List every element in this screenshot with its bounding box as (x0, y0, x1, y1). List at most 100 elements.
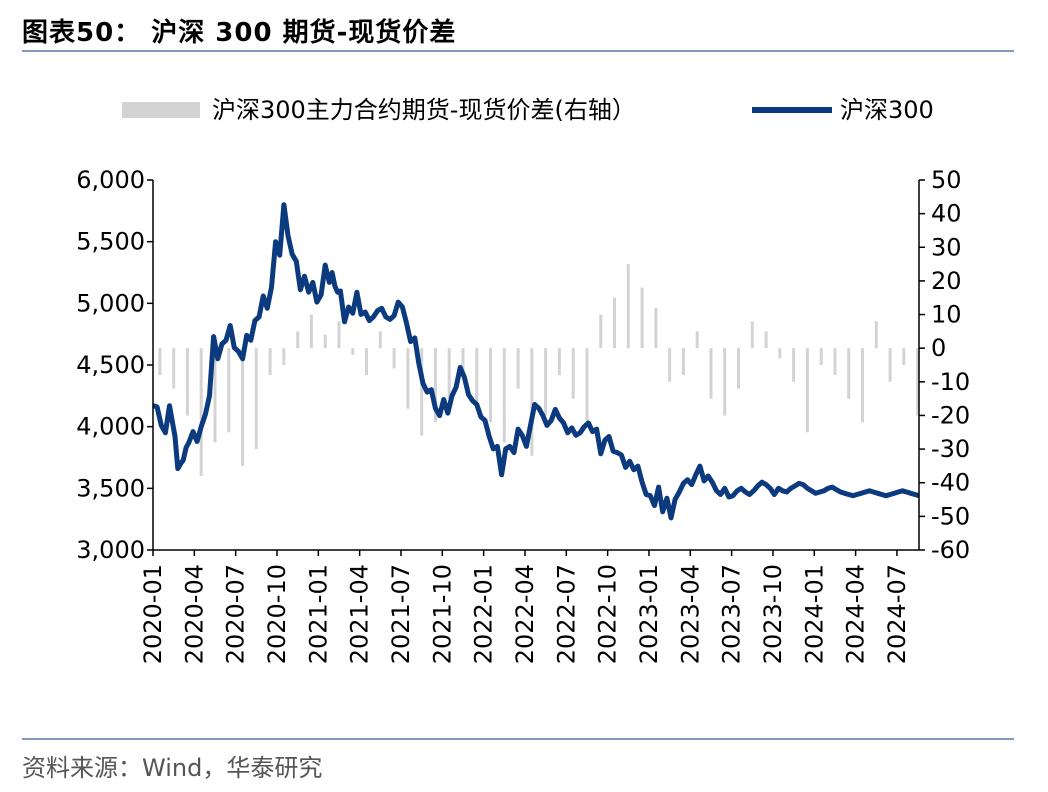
spread-bar (585, 348, 589, 423)
spread-bar (626, 264, 630, 349)
x-axis-ticks: 2020-01 2020-04 2020-07 2020-10 2021-01 2021-… (139, 550, 911, 664)
spread-bar (199, 348, 203, 476)
chart: 沪深300主力合约期货-现货价差(右轴） 沪深300 3,000 3,500 4,0… (76, 96, 970, 664)
right-tick-label: -10 (931, 368, 970, 396)
spread-bar (309, 314, 313, 349)
right-tick-label: -30 (931, 435, 970, 463)
x-tick-label: 2021-10 (428, 564, 456, 664)
spread-bar (916, 348, 920, 416)
legend-label-csi300: 沪深300 (840, 96, 934, 124)
left-tick-label: 3,000 (76, 536, 145, 564)
spread-bar (447, 348, 451, 399)
spread-bar (502, 348, 506, 443)
spread-bar (489, 348, 492, 423)
spread-bar (737, 348, 740, 389)
spread-bar (158, 348, 162, 376)
spread-bar (406, 348, 410, 409)
spread-bar (213, 348, 217, 443)
spread-bar (599, 314, 603, 349)
spread-bar (544, 348, 548, 416)
spread-bar (461, 348, 465, 376)
x-tick-label: 2020-04 (180, 564, 208, 664)
x-tick-label: 2022-10 (594, 564, 622, 664)
x-tick-label: 2024-07 (883, 564, 911, 664)
right-tick-label: 0 (931, 334, 946, 362)
x-tick-label: 2020-07 (222, 564, 250, 664)
spread-bar (613, 297, 616, 349)
page-title: 图表50： 沪深 300 期货-现货价差 (22, 18, 457, 48)
spread-bar (254, 348, 258, 450)
left-tick-label: 4,500 (76, 351, 145, 379)
spread-bar (847, 348, 851, 399)
spread-bar (323, 334, 327, 349)
x-tick-label: 2022-04 (511, 564, 539, 664)
x-tick-label: 2023-10 (759, 564, 787, 664)
right-tick-label: 50 (931, 166, 962, 194)
x-tick-label: 2024-01 (800, 564, 828, 664)
legend-label-spread: 沪深300主力合约期货-现货价差(右轴） (212, 96, 636, 124)
spread-bar (296, 331, 300, 349)
spread-bar (874, 321, 878, 349)
left-tick-label: 4,000 (76, 413, 145, 441)
spread-bar (833, 348, 837, 376)
spread-bar (530, 348, 534, 456)
x-tick-label: 2020-01 (139, 564, 167, 664)
spread-bar (378, 331, 382, 349)
spread-bar (337, 321, 341, 349)
spread-bar (819, 348, 823, 365)
spread-bar (764, 331, 768, 349)
spread-bar (709, 348, 713, 399)
x-tick-label: 2021-01 (304, 564, 332, 664)
source-note: 资料来源：Wind，华泰研究 (22, 754, 323, 782)
spread-bar (268, 348, 272, 376)
spread-bar (516, 348, 520, 389)
spread-bar (861, 348, 864, 423)
right-tick-label: -20 (931, 401, 970, 429)
spread-bar (750, 321, 754, 349)
spread-bar (888, 348, 892, 382)
spread-bar (392, 348, 396, 369)
spread-bar (902, 348, 906, 365)
left-tick-label: 3,500 (76, 474, 145, 502)
left-tick-label: 5,000 (76, 289, 145, 317)
spread-bar (420, 348, 424, 436)
left-axis-ticks: 3,000 3,500 4,000 4,500 5,000 5,500 6,000 (76, 166, 153, 564)
spread-bar (668, 348, 672, 382)
x-tick-label: 2022-01 (470, 564, 498, 664)
spread-bar (172, 348, 176, 389)
footer-divider (22, 738, 1014, 740)
x-tick-label: 2020-10 (263, 564, 291, 664)
right-tick-label: 20 (931, 267, 962, 295)
x-tick-label: 2023-07 (718, 564, 746, 664)
title-divider (22, 50, 1014, 52)
spread-bar (571, 348, 575, 399)
spread-bar (681, 348, 685, 376)
spread-bar (433, 348, 437, 423)
x-tick-label: 2022-07 (552, 564, 580, 664)
spread-bar (241, 348, 245, 466)
csi300-line (152, 202, 920, 521)
spread-bars (158, 264, 920, 476)
spread-bar (365, 348, 368, 376)
spread-bar (654, 307, 658, 349)
spread-bar (792, 348, 796, 382)
right-tick-label: 40 (931, 200, 962, 228)
spread-bar (475, 348, 479, 409)
spread-bar (282, 348, 286, 365)
x-tick-label: 2023-04 (676, 564, 704, 664)
x-tick-label: 2023-01 (635, 564, 663, 664)
legend: 沪深300主力合约期货-现货价差(右轴） 沪深300 (122, 96, 934, 124)
right-tick-label: 10 (931, 301, 962, 329)
spread-bar (185, 348, 189, 416)
left-tick-label: 6,000 (76, 166, 145, 194)
x-tick-label: 2021-07 (387, 564, 415, 664)
right-axis-ticks: -60 -50 -40 -30 -20 -10 0 10 20 30 40 50 (919, 166, 970, 564)
right-tick-label: 30 (931, 233, 962, 261)
right-tick-label: -40 (931, 469, 970, 497)
spread-bar (778, 348, 782, 359)
spread-bar (723, 348, 727, 416)
spread-bar (351, 348, 355, 355)
x-tick-label: 2021-04 (346, 564, 374, 664)
left-tick-label: 5,500 (76, 228, 145, 256)
spread-bar (805, 348, 809, 433)
